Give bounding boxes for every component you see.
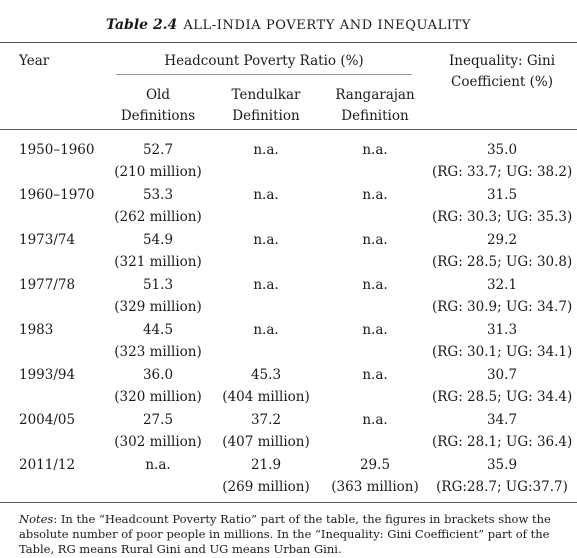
cell-old-m: (320 million) — [108, 389, 208, 405]
cell-tend: n.a. — [216, 187, 316, 203]
cell-tend: n.a. — [216, 232, 316, 248]
cell-year: 1977/78 — [19, 277, 75, 293]
cell-gini: 31.3 — [432, 322, 572, 338]
cell-old: n.a. — [108, 457, 208, 473]
cell-tend: 21.9 — [216, 457, 316, 473]
cell-rang-m: (363 million) — [325, 479, 425, 495]
cell-tend: n.a. — [216, 142, 316, 158]
cell-gini: 35.9 — [432, 457, 572, 473]
cell-gini-detail: (RG: 30.9; UG: 34.7) — [432, 299, 572, 315]
cell-year: 1960–1970 — [19, 187, 94, 203]
header-rangarajan-line2: Definition — [325, 108, 425, 124]
notes-text: : In the “Headcount Poverty Ratio” part … — [19, 512, 551, 556]
cell-old: 54.9 — [108, 232, 208, 248]
cell-gini-detail: (RG: 30.3; UG: 35.3) — [432, 209, 572, 225]
cell-rang: 29.5 — [325, 457, 425, 473]
cell-gini-detail: (RG: 28.5; UG: 34.4) — [432, 389, 572, 405]
header-headcount-group: Headcount Poverty Ratio (%) — [116, 53, 412, 69]
cell-year: 1973/74 — [19, 232, 75, 248]
cell-rang: n.a. — [325, 322, 425, 338]
cell-gini: 35.0 — [432, 142, 572, 158]
cell-old-m: (323 million) — [108, 344, 208, 360]
cell-year: 1950–1960 — [19, 142, 94, 158]
cell-gini-detail: (RG: 28.5; UG: 30.8) — [432, 254, 572, 270]
header-old-line2: Definitions — [108, 108, 208, 124]
cell-old: 53.3 — [108, 187, 208, 203]
top-rule — [0, 42, 577, 43]
cell-rang: n.a. — [325, 277, 425, 293]
cell-rang: n.a. — [325, 187, 425, 203]
cell-year: 2004/05 — [19, 412, 75, 428]
header-year: Year — [19, 53, 49, 69]
header-rule — [0, 129, 577, 130]
cell-gini-detail: (RG: 28.1; UG: 36.4) — [432, 434, 572, 450]
header-rangarajan-line1: Rangarajan — [325, 87, 425, 103]
cell-rang: n.a. — [325, 142, 425, 158]
cell-old-m: (329 million) — [108, 299, 208, 315]
header-tendulkar-line2: Definition — [216, 108, 316, 124]
cell-old-m: (210 million) — [108, 164, 208, 180]
cell-year: 1983 — [19, 322, 53, 338]
cell-tend-m: (269 million) — [216, 479, 316, 495]
header-old-line1: Old — [108, 87, 208, 103]
cell-tend: n.a. — [216, 277, 316, 293]
cell-gini: 34.7 — [432, 412, 572, 428]
cell-gini-detail: (RG:28.7; UG:37.7) — [432, 479, 572, 495]
cell-old: 44.5 — [108, 322, 208, 338]
cell-gini: 29.2 — [432, 232, 572, 248]
cell-old-m: (321 million) — [108, 254, 208, 270]
cell-old-m: (302 million) — [108, 434, 208, 450]
cell-tend: 37.2 — [216, 412, 316, 428]
header-tendulkar-line1: Tendulkar — [216, 87, 316, 103]
cell-rang: n.a. — [325, 232, 425, 248]
cell-old: 27.5 — [108, 412, 208, 428]
cell-old: 36.0 — [108, 367, 208, 383]
notes-label: Notes — [19, 512, 53, 526]
cell-gini-detail: (RG: 33.7; UG: 38.2) — [432, 164, 572, 180]
cell-old-m: (262 million) — [108, 209, 208, 225]
table-number: Table 2.4 — [106, 17, 177, 33]
cell-year: 1993/94 — [19, 367, 75, 383]
bottom-rule — [0, 502, 577, 503]
group-rule — [116, 74, 412, 75]
cell-rang: n.a. — [325, 367, 425, 383]
cell-gini: 32.1 — [432, 277, 572, 293]
cell-tend-m: (404 million) — [216, 389, 316, 405]
cell-tend: n.a. — [216, 322, 316, 338]
cell-rang: n.a. — [325, 412, 425, 428]
header-gini-line2: Coefficient (%) — [432, 74, 572, 90]
cell-gini-detail: (RG: 30.1; UG: 34.1) — [432, 344, 572, 360]
header-gini-line1: Inequality: Gini — [432, 53, 572, 69]
cell-old: 52.7 — [108, 142, 208, 158]
table-notes: Notes: In the “Headcount Poverty Ratio” … — [19, 512, 569, 557]
cell-gini: 30.7 — [432, 367, 572, 383]
table-caption: Table 2.4 ALL-INDIA POVERTY AND INEQUALIT… — [0, 17, 577, 33]
cell-year: 2011/12 — [19, 457, 75, 473]
table-title: ALL-INDIA POVERTY AND INEQUALITY — [183, 18, 471, 33]
cell-tend-m: (407 million) — [216, 434, 316, 450]
cell-old: 51.3 — [108, 277, 208, 293]
cell-tend: 45.3 — [216, 367, 316, 383]
cell-gini: 31.5 — [432, 187, 572, 203]
